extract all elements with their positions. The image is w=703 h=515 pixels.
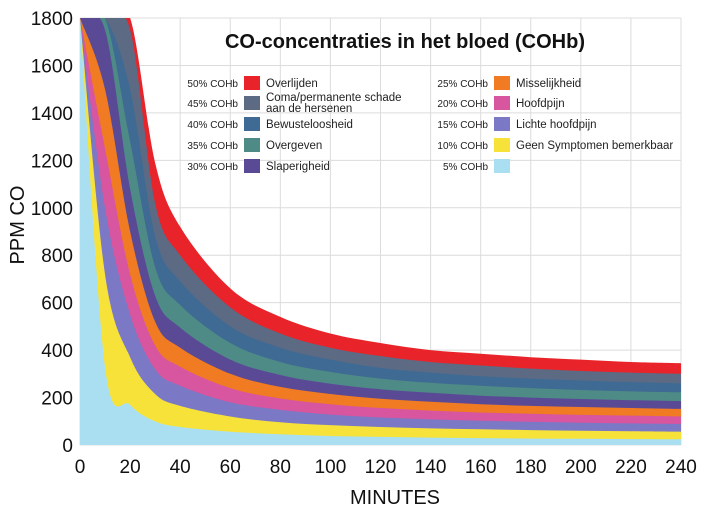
legend-cohb-label: 25% COHb: [437, 79, 488, 90]
legend-cohb-label: 50% COHb: [187, 79, 238, 90]
legend-item: 5% COHb: [443, 159, 510, 173]
x-tick-label: 120: [365, 457, 397, 478]
legend-item: 25% COHb Misselijkheid: [437, 76, 581, 90]
y-tick-label: 1000: [31, 199, 73, 220]
y-tick-label: 1800: [31, 9, 73, 30]
legend-swatch: [244, 138, 260, 152]
legend-item: 10% COHb Geen Symptomen bemerkbaar: [437, 138, 673, 152]
legend-label: Geen Symptomen bemerkbaar: [516, 140, 673, 152]
y-tick-label: 600: [41, 294, 73, 315]
legend-item: 15% COHb Lichte hoofdpijn: [437, 117, 597, 131]
area-band-3: [80, 18, 681, 445]
legend-item: 20% COHb Hoofdpijn: [437, 96, 565, 110]
legend-item: 30% COHb Slaperigheid: [187, 159, 330, 173]
legend-item: 35% COHb Overgeven: [187, 138, 322, 152]
area-band-9: [80, 18, 681, 445]
legend-swatch: [244, 117, 260, 131]
y-axis-title: PPM CO: [7, 186, 29, 265]
x-tick-label: 20: [120, 457, 141, 478]
x-tick-label: 0: [75, 457, 86, 478]
x-tick-label: 40: [170, 457, 191, 478]
legend-item: 40% COHb Bewusteloosheid: [187, 117, 353, 131]
x-tick-label: 220: [615, 457, 647, 478]
legend-swatch: [494, 117, 510, 131]
legend-label: Misselijkheid: [516, 78, 581, 90]
x-tick-label: 160: [465, 457, 497, 478]
legend-cohb-label: 45% COHb: [187, 99, 238, 110]
legend-cohb-label: 10% COHb: [437, 141, 488, 152]
legend-swatch: [244, 76, 260, 90]
y-tick-label: 1400: [31, 104, 73, 125]
legend-label: aan de hersenen: [266, 103, 352, 115]
legend-swatch: [244, 159, 260, 173]
legend-label: Hoofdpijn: [516, 98, 565, 110]
y-tick-label: 800: [41, 246, 73, 267]
legend-cohb-label: 5% COHb: [443, 162, 488, 173]
x-tick-label: 180: [515, 457, 547, 478]
y-tick-label: 400: [41, 341, 73, 362]
legend-cohb-label: 15% COHb: [437, 120, 488, 131]
legend-cohb-label: 20% COHb: [437, 99, 488, 110]
legend-item: 50% COHb Overlijden: [187, 76, 318, 90]
legend-cohb-label: 40% COHb: [187, 120, 238, 131]
legend-swatch: [494, 159, 510, 173]
y-tick-label: 200: [41, 389, 73, 410]
x-tick-label: 140: [415, 457, 447, 478]
legend-label: Bewusteloosheid: [266, 119, 353, 131]
legend-swatch: [244, 96, 260, 110]
y-tick-label: 1200: [31, 151, 73, 172]
legend-label: Overgeven: [266, 140, 322, 152]
legend-label: Slaperigheid: [266, 161, 330, 173]
legend-cohb-label: 35% COHb: [187, 141, 238, 152]
legend-label: Lichte hoofdpijn: [516, 119, 597, 131]
legend-label: Coma/permanente schade: [266, 92, 402, 104]
tick-labels: 0 20 40 60 80 100 120 140 160 180 200 220 240 0 200 400…: [31, 9, 697, 478]
legend-swatch: [494, 138, 510, 152]
chart-title: CO-concentraties in het bloed (COHb): [225, 31, 585, 53]
x-axis-title: MINUTES: [350, 487, 440, 509]
area-bands: [80, 18, 681, 445]
legend-swatch: [494, 96, 510, 110]
x-tick-label: 240: [665, 457, 697, 478]
legend-swatch: [494, 76, 510, 90]
x-tick-label: 60: [220, 457, 241, 478]
y-tick-label: 1600: [31, 56, 73, 77]
legend-cohb-label: 30% COHb: [187, 162, 238, 173]
legend-label: Overlijden: [266, 78, 318, 90]
x-tick-label: 80: [270, 457, 291, 478]
x-tick-label: 100: [315, 457, 347, 478]
y-tick-label: 0: [62, 436, 73, 457]
legend: 50% COHb Overlijden 45% COHb Coma/permanent…: [187, 76, 673, 173]
x-tick-label: 200: [565, 457, 597, 478]
